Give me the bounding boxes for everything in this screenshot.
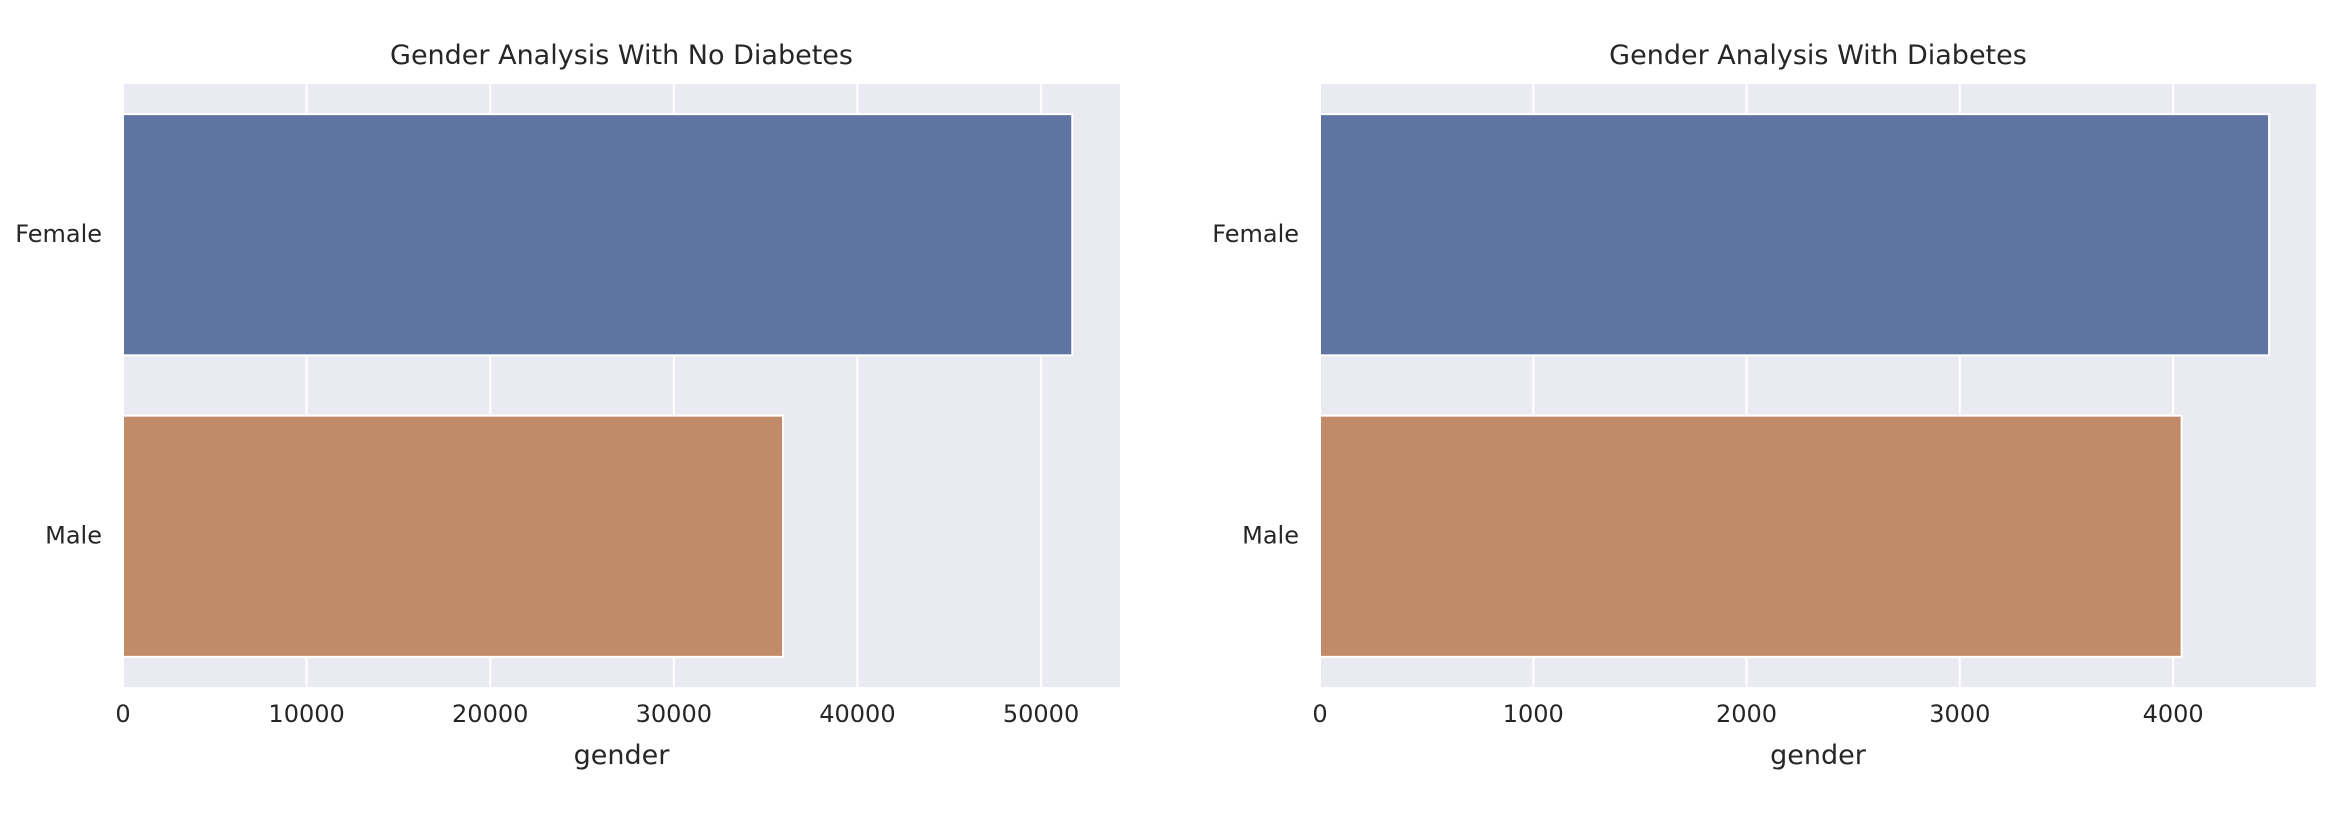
x-tick-label-1: 1000 xyxy=(1503,700,1564,728)
x-axis-label: gender xyxy=(1770,740,1867,771)
chart-title: Gender Analysis With Diabetes xyxy=(1609,40,2027,71)
x-tick-label-2: 2000 xyxy=(1716,700,1777,728)
x-tick-label-4: 40000 xyxy=(819,700,895,728)
y-tick-label-male: Male xyxy=(1242,521,1299,549)
bar-male xyxy=(122,414,785,658)
chart-panel-1: Female Male 0 10000 20000 30000 40000 50000 Gend… xyxy=(15,40,1120,771)
x-tick-label-3: 30000 xyxy=(636,700,712,728)
x-tick-label-0: 0 xyxy=(115,700,130,728)
x-tick-label-5: 50000 xyxy=(1003,700,1079,728)
y-tick-label-female: Female xyxy=(1212,220,1299,248)
x-tick-label-3: 3000 xyxy=(1929,700,1990,728)
x-tick-label-4: 4000 xyxy=(2143,700,2204,728)
bar-female xyxy=(1319,113,2271,357)
x-tick-label-1: 10000 xyxy=(268,700,344,728)
bar-male xyxy=(1319,414,2183,658)
chart-title: Gender Analysis With No Diabetes xyxy=(390,40,853,71)
x-axis-label: gender xyxy=(574,740,671,771)
x-tick-label-2: 20000 xyxy=(452,700,528,728)
x-tick-label-0: 0 xyxy=(1312,700,1327,728)
y-tick-label-male: Male xyxy=(45,521,102,549)
chart-panel-2: Female Male 0 1000 2000 3000 4000 Gender Analys… xyxy=(1212,40,2316,771)
y-tick-label-female: Female xyxy=(15,220,102,248)
bar-female xyxy=(122,113,1074,357)
